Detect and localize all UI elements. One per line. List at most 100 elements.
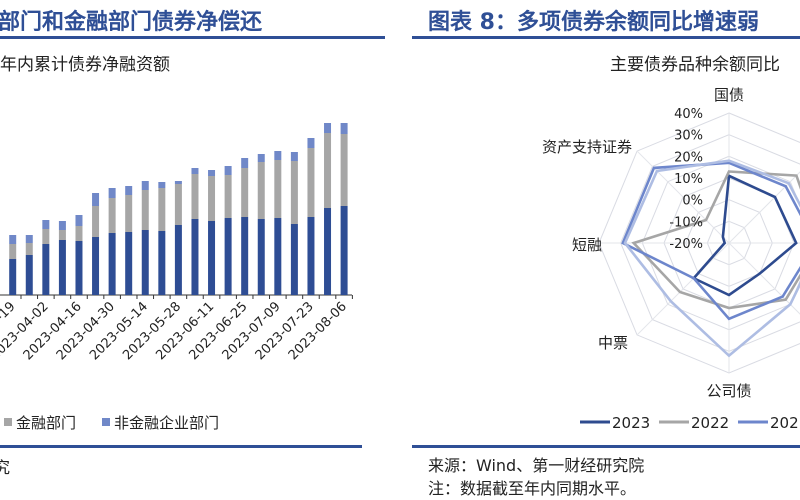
- left-figure-title: 部门和金融部门债券净偿还: [0, 10, 263, 35]
- bar-segment-金融部门-2023-04-16: [75, 226, 83, 241]
- bar-segment-金融部门-2023-04-02: [42, 229, 50, 244]
- radar-tick-label: -10%: [669, 215, 703, 230]
- bar-segment-series-0-2023-06-18: [224, 218, 232, 295]
- bar-segment-series-0-2023-05-07: [125, 232, 133, 295]
- right-figure-title: 图表 8：多项债券余额同比增速弱: [428, 10, 759, 35]
- bar-segment-series-0-2023-06-04: [191, 219, 199, 295]
- radar-tick-label: -20%: [669, 237, 703, 252]
- bar-segment-金融部门-2023-04-09: [58, 230, 66, 240]
- bar-segment-非金融企业部门-2023-05-07: [125, 186, 133, 195]
- radar-tick-label: 30%: [674, 129, 703, 144]
- radar-axis-label: 国债: [714, 86, 744, 104]
- bar-segment-非金融企业部门-2023-07-09: [274, 151, 282, 160]
- bar-segment-series-0-2023-06-25: [241, 217, 249, 295]
- radar-axis-label: 公司债: [706, 382, 751, 400]
- bar-segment-金融部门-2023-08-06: [340, 134, 348, 206]
- bar-segment-series-0-2023-06-11: [208, 221, 216, 295]
- bar-segment-金融部门-2023-05-28: [174, 184, 182, 225]
- bar-segment-非金融企业部门-2023-03-19: [9, 235, 17, 244]
- bar-segment-非金融企业部门-2023-06-11: [208, 170, 216, 176]
- bar-segment-金融部门-2023-06-11: [208, 176, 216, 221]
- note-text: 注：数据截至年内同期水平。: [428, 479, 637, 498]
- bar-segment-非金融企业部门-2023-03-26: [25, 235, 33, 243]
- legend-swatch-nonfinancial: [102, 418, 110, 426]
- bar-segment-非金融企业部门-2023-04-16: [75, 215, 83, 226]
- legends: 金融部门 非金融企业部门 2023 2022 2021: [4, 414, 800, 432]
- bar-segment-金融部门-2023-07-16: [290, 161, 298, 224]
- bar-segment-金融部门-2023-04-30: [108, 198, 116, 233]
- bar-segment-非金融企业部门-2023-06-25: [241, 158, 249, 168]
- bar-segment-series-0-2023-07-23: [307, 217, 315, 295]
- bar-segment-非金融企业部门-2023-07-23: [307, 138, 315, 148]
- radar-tick-label: 0%: [682, 194, 703, 209]
- bar-segment-series-0-2023-08-06: [340, 206, 348, 295]
- bar-segment-非金融企业部门-2023-04-30: [108, 188, 116, 198]
- bar-segment-金融部门-2023-07-09: [274, 160, 282, 218]
- bar-segment-series-0-2023-04-09: [58, 240, 66, 295]
- radar-axis-label: 短融: [572, 236, 602, 254]
- bar-segment-非金融企业部门-2023-04-02: [42, 220, 50, 229]
- bar-segment-非金融企业部门-2023-07-16: [290, 152, 298, 161]
- right-footer-rule: [412, 445, 800, 448]
- radar-axis-label: 中票: [598, 334, 628, 352]
- legend-swatch-financial: [4, 418, 12, 426]
- stacked-bar-chart: 2023-03-192023-04-022023-04-162023-04-30…: [0, 123, 353, 363]
- bar-segment-非金融企业部门-2023-07-30: [324, 123, 332, 133]
- radar-series-series-3: [623, 159, 800, 358]
- bar-segment-金融部门-2023-04-23: [92, 206, 100, 237]
- bar-segment-series-0-2023-03-19: [9, 259, 17, 295]
- bar-segment-金融部门-2023-03-19: [9, 244, 17, 259]
- bar-segment-series-0-2023-04-16: [75, 241, 83, 295]
- bar-segment-金融部门-2023-05-07: [125, 195, 133, 232]
- legend-label-2021: 2021: [770, 414, 800, 432]
- bar-segment-非金融企业部门-2023-06-04: [191, 168, 199, 174]
- radar-tick-label: 20%: [674, 150, 703, 165]
- bar-segment-非金融企业部门-2023-06-18: [224, 166, 232, 175]
- left-source-fragment: 究: [0, 458, 11, 477]
- bar-segment-series-0-2023-05-14: [141, 230, 149, 295]
- bar-segment-series-0-2023-07-30: [324, 208, 332, 295]
- bar-segment-金融部门-2023-06-18: [224, 175, 232, 218]
- radar-spoke: [636, 150, 730, 244]
- bar-segment-金融部门-2023-07-02: [257, 162, 265, 219]
- bar-segment-非金融企业部门-2023-05-14: [141, 181, 149, 190]
- bar-segment-金融部门-2023-05-21: [158, 188, 166, 231]
- bar-segment-金融部门-2023-06-25: [241, 168, 249, 217]
- bar-segment-非金融企业部门-2023-07-02: [257, 154, 265, 162]
- bar-segment-金融部门-2023-06-04: [191, 174, 199, 219]
- bar-segment-series-0-2023-04-02: [42, 244, 50, 295]
- radar-axis-label: 资产支持证券: [542, 138, 632, 156]
- bar-segment-非金融企业部门-2023-08-06: [340, 123, 348, 134]
- left-title-rule: [0, 36, 385, 39]
- legend-label-2022: 2022: [691, 414, 729, 432]
- legend-label-nonfinancial: 非金融企业部门: [114, 414, 219, 432]
- legend-label-financial: 金融部门: [16, 414, 76, 432]
- bar-segment-非金融企业部门-2023-05-21: [158, 182, 166, 188]
- right-title-rule: [412, 36, 800, 39]
- radar-spoke: [728, 242, 800, 315]
- left-footer-rule: [0, 445, 362, 448]
- right-chart-subtitle: 主要债券品种余额同比: [610, 55, 780, 75]
- radar-spoke: [636, 242, 730, 336]
- bar-segment-非金融企业部门-2023-05-28: [174, 181, 182, 184]
- bar-segment-series-0-2023-03-26: [25, 255, 33, 295]
- legend-label-2023: 2023: [612, 414, 650, 432]
- radar-series-2023: [691, 173, 798, 297]
- radar-tick-label: 10%: [674, 172, 703, 187]
- bar-segment-series-0-2023-07-16: [290, 224, 298, 295]
- bar-segment-金融部门-2023-07-30: [324, 133, 332, 208]
- bar-segment-series-0-2023-05-28: [174, 225, 182, 295]
- radar-series-2021: [621, 161, 800, 321]
- bar-segment-series-0-2023-04-23: [92, 237, 100, 295]
- bar-segment-series-0-2023-05-21: [158, 231, 166, 295]
- bar-segment-金融部门-2023-05-14: [141, 190, 149, 230]
- radar-tick-label: 40%: [674, 107, 703, 122]
- bar-segment-非金融企业部门-2023-04-23: [92, 193, 100, 206]
- source-text: 来源：Wind、第一财经研究院: [428, 456, 645, 475]
- bar-segment-金融部门-2023-03-26: [25, 243, 33, 255]
- bar-segment-series-0-2023-07-02: [257, 219, 265, 295]
- bar-segment-series-0-2023-04-30: [108, 233, 116, 295]
- bar-segment-非金融企业部门-2023-04-09: [58, 221, 66, 230]
- left-chart-subtitle: 年内累计债券净融资额: [0, 55, 170, 75]
